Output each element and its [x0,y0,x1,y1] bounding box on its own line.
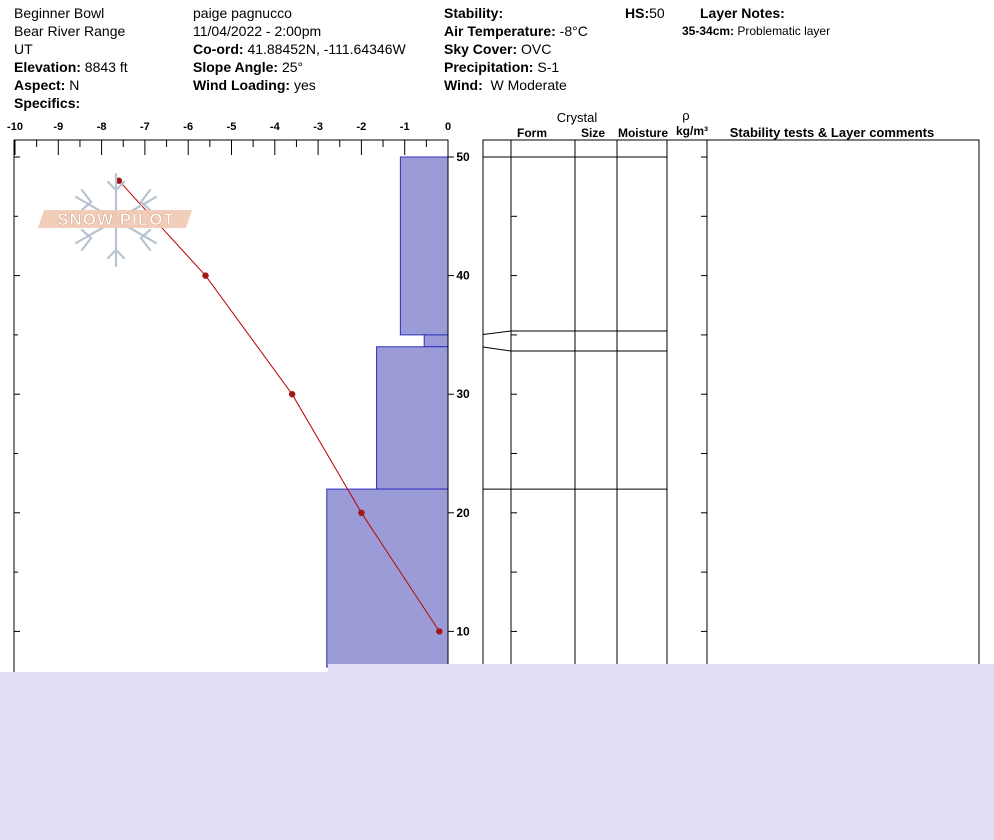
snow-height: HS:50 [625,4,665,22]
elevation-label: Elevation: [14,59,81,75]
form-header: Form [517,126,547,140]
coord-label: Co-ord: [193,41,244,57]
temp-tick-label: -10 [7,121,23,133]
wind-loading-value: yes [293,77,316,93]
elevation-value: 8843 ft [84,59,128,75]
coordinates: Co-ord: 41.88452N, -111.64346W [193,40,406,58]
bottom-band [328,664,994,672]
hardness-layer [326,488,449,668]
wind: Wind: W Moderate [444,76,567,94]
layer-note-depth: 35-34cm: [682,24,735,38]
slope-label: Slope Angle: [193,59,279,75]
precip-label: Precipitation: [444,59,534,75]
height-tick-label: 50 [456,150,470,164]
temperature-point [288,391,296,398]
temp-tick-label: -1 [400,121,410,133]
location: Beginner Bowl [14,5,105,21]
temperature-point [115,177,123,184]
precipitation: Precipitation: S-1 [444,58,559,76]
moisture-header: Moisture [618,126,668,140]
wind-label: Wind: [444,77,483,93]
hardness-layer [376,346,449,490]
state: UT [14,41,33,57]
size-header: Size [581,126,605,140]
temp-tick-label: -8 [97,121,107,133]
density-symbol: ρ [682,108,689,123]
layer-boundary [482,330,667,335]
density-unit: kg/m³ [676,124,708,138]
aspect-value: N [69,77,80,93]
slope-angle: Slope Angle: 25° [193,58,303,76]
sky-cover-label: Sky Cover: [444,41,518,57]
layer-table-frame [482,139,980,681]
layer-notes-label: Layer Notes: [700,5,785,21]
height-tick-label: 20 [456,506,470,520]
air-temperature: Air Temperature: -8°C [444,22,588,40]
logo-text: SNOW PILOT [57,210,175,229]
layer-note: 35-34cm: Problematic layer [682,22,830,40]
aspect: Aspect: N [14,76,79,94]
temp-tick-label: -5 [227,121,237,133]
hardness-layer [399,156,449,336]
air-temp-value: -8°C [559,23,588,39]
aspect-label: Aspect: [14,77,66,93]
temp-tick-label: -4 [270,121,281,133]
sky-cover-value: OVC [521,41,552,57]
stability: Stability: [444,4,503,22]
temperature-point [202,272,209,279]
temp-tick-label: -7 [140,121,150,133]
temp-tick-label: -6 [183,121,193,133]
temperature-point [358,509,365,516]
temp-tick-label: -2 [357,121,367,133]
wind-loading-label: Wind Loading: [193,77,291,93]
hs-label: HS: [625,5,650,21]
height-tick-label: 40 [456,269,470,283]
temperature-point [436,628,443,635]
air-temp-label: Air Temperature: [444,23,556,39]
temp-tick-label: 0 [445,121,451,133]
slope-value: 25° [281,59,304,75]
mountain-range: Bear River Range [14,23,126,39]
specifics-label: Specifics: [14,95,81,111]
wind-loading: Wind Loading: yes [193,76,316,94]
temp-tick-label: -3 [313,121,323,133]
hs-value: 50 [649,5,665,21]
bottom-overlay [0,672,994,840]
wind-value: W Moderate [490,77,567,93]
sky-cover: Sky Cover: OVC [444,40,551,58]
layer-boundary [482,346,667,352]
coord-value: 41.88452N, -111.64346W [247,41,406,57]
hardness-layer [423,334,449,348]
snowpilot-logo: SNOW PILOT [38,172,192,268]
elevation: Elevation: 8843 ft [14,58,128,76]
temp-tick-label: -9 [53,121,63,133]
observer: paige pagnucco [193,5,292,21]
datetime: 11/04/2022 - 2:00pm [193,23,322,39]
height-tick-label: 30 [456,387,470,401]
layer-notes: Layer Notes: [700,4,785,22]
layer-note-text: Problematic layer [737,24,831,38]
precip-value: S-1 [537,59,560,75]
crystal-header: Crystal [557,110,598,125]
specifics: Specifics: [14,94,80,112]
height-tick-label: 10 [456,624,470,638]
stability-label: Stability: [444,5,504,21]
stability-comments-header: Stability tests & Layer comments [730,125,934,140]
